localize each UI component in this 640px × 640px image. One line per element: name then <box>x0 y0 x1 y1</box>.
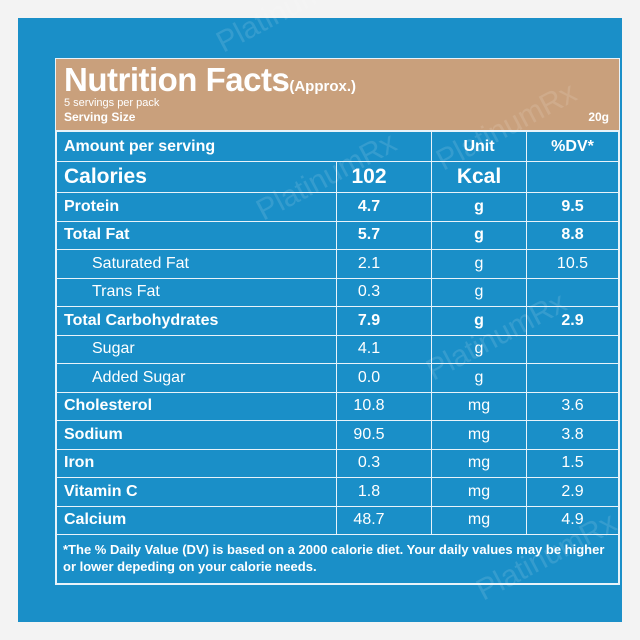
title-suffix: (Approx.) <box>289 78 357 95</box>
nutrient-dv: 2.9 <box>526 477 619 507</box>
nutrient-dv: 2.9 <box>526 306 619 336</box>
nutrient-value: 2.1 <box>336 249 432 279</box>
nutrient-value: 48.7 <box>336 505 432 535</box>
table-row: Sodium 90.5 mg 3.8 <box>56 420 619 450</box>
unit-header: Unit <box>431 131 527 162</box>
nutrient-label: Iron <box>56 448 337 478</box>
nutrient-dv <box>526 277 619 307</box>
table-row: Total Carbohydrates 7.9 g 2.9 <box>56 306 619 336</box>
servings-per-pack: 5 servings per pack <box>64 97 160 109</box>
daily-value-footnote: *The % Daily Value (DV) is based on a 20… <box>56 534 619 584</box>
nutrient-label: Saturated Fat <box>56 249 337 279</box>
nutrition-header: Nutrition Facts(Approx.) 5 servings per … <box>56 59 619 131</box>
nutrient-value: 4.7 <box>336 192 432 222</box>
nutrient-unit: g <box>431 363 527 393</box>
calories-value: 102 <box>336 161 432 193</box>
table-row: Trans Fat 0.3 g <box>56 277 619 307</box>
dv-header: %DV* <box>526 131 619 162</box>
nutrient-dv: 1.5 <box>526 448 619 478</box>
nutrient-value: 90.5 <box>336 420 432 450</box>
table-row: Iron 0.3 mg 1.5 <box>56 448 619 478</box>
table-row: Sugar 4.1 g <box>56 334 619 364</box>
nutrient-label: Trans Fat <box>56 277 337 307</box>
nutrient-label: Vitamin C <box>56 477 337 507</box>
nutrient-value: 5.7 <box>336 220 432 250</box>
nutrient-label: Protein <box>56 192 337 222</box>
table-row: Protein 4.7 g 9.5 <box>56 192 619 222</box>
nutrient-dv: 4.9 <box>526 505 619 535</box>
nutrient-label: Added Sugar <box>56 363 337 393</box>
nutrient-dv <box>526 363 619 393</box>
nutrient-value: 1.8 <box>336 477 432 507</box>
nutrient-label: Cholesterol <box>56 391 337 421</box>
nutrient-label: Sugar <box>56 334 337 364</box>
nutrient-unit: g <box>431 334 527 364</box>
nutrient-unit: g <box>431 220 527 250</box>
page-title: Nutrition Facts(Approx.) <box>64 61 356 99</box>
nutrient-unit: g <box>431 249 527 279</box>
nutrient-value: 0.0 <box>336 363 432 393</box>
nutrient-label: Total Carbohydrates <box>56 306 337 336</box>
nutrition-facts-card: Nutrition Facts(Approx.) 5 servings per … <box>55 58 620 585</box>
calories-row: Calories 102 Kcal <box>56 161 619 193</box>
footnote-row: *The % Daily Value (DV) is based on a 20… <box>56 534 619 584</box>
calories-label: Calories <box>56 161 337 193</box>
calories-dv <box>526 161 619 193</box>
table-row: Added Sugar 0.0 g <box>56 363 619 393</box>
nutrient-dv: 3.8 <box>526 420 619 450</box>
nutrition-table: Amount per serving Unit %DV* Calories 10… <box>56 131 619 584</box>
nutrient-dv: 10.5 <box>526 249 619 279</box>
nutrient-label: Calcium <box>56 505 337 535</box>
nutrient-dv: 3.6 <box>526 391 619 421</box>
nutrient-dv <box>526 334 619 364</box>
nutrient-value: 4.1 <box>336 334 432 364</box>
table-row: Cholesterol 10.8 mg 3.6 <box>56 391 619 421</box>
nutrient-dv: 9.5 <box>526 192 619 222</box>
serving-size-value: 20g <box>588 110 609 124</box>
nutrient-value: 0.3 <box>336 277 432 307</box>
serving-size-label: Serving Size <box>64 110 136 124</box>
nutrient-unit: g <box>431 192 527 222</box>
nutrient-label: Sodium <box>56 420 337 450</box>
column-header-row: Amount per serving Unit %DV* <box>56 131 619 162</box>
nutrient-label: Total Fat <box>56 220 337 250</box>
nutrient-unit: mg <box>431 420 527 450</box>
amount-per-serving-header: Amount per serving <box>56 131 432 162</box>
nutrient-value: 0.3 <box>336 448 432 478</box>
nutrient-unit: mg <box>431 505 527 535</box>
table-row: Total Fat 5.7 g 8.8 <box>56 220 619 250</box>
table-row: Calcium 48.7 mg 4.9 <box>56 505 619 535</box>
label-panel: Nutrition Facts(Approx.) 5 servings per … <box>18 18 622 622</box>
nutrient-value: 7.9 <box>336 306 432 336</box>
nutrient-unit: g <box>431 306 527 336</box>
table-row: Saturated Fat 2.1 g 10.5 <box>56 249 619 279</box>
nutrient-unit: mg <box>431 448 527 478</box>
title-text: Nutrition Facts <box>64 61 290 98</box>
nutrient-unit: g <box>431 277 527 307</box>
calories-unit: Kcal <box>431 161 527 193</box>
table-row: Vitamin C 1.8 mg 2.9 <box>56 477 619 507</box>
nutrient-unit: mg <box>431 477 527 507</box>
nutrient-unit: mg <box>431 391 527 421</box>
nutrient-value: 10.8 <box>336 391 432 421</box>
nutrient-dv: 8.8 <box>526 220 619 250</box>
